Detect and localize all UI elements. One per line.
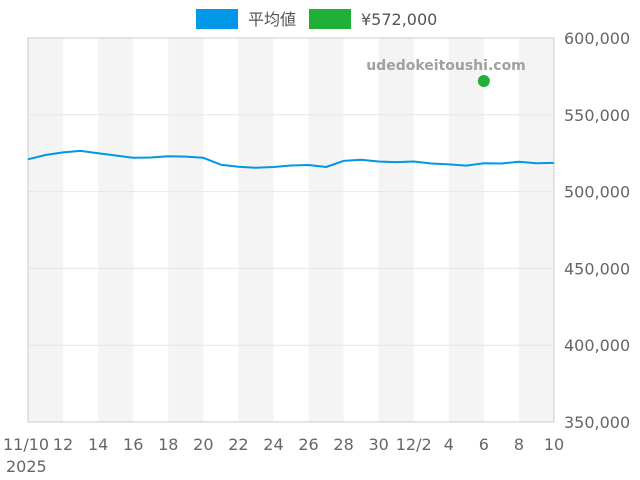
legend[interactable]: 平均値 ¥572,000 bbox=[196, 9, 437, 29]
band bbox=[238, 38, 274, 422]
band bbox=[168, 38, 204, 422]
x-tick-label: 12 bbox=[53, 435, 73, 454]
plot-border bbox=[27, 37, 555, 423]
x-axis-ticks: 11/10 12 14 16 18 20 22 24 26 28 30 12/2 4 6 8 10 bbox=[3, 435, 564, 454]
band bbox=[518, 38, 554, 422]
data-point-price bbox=[477, 75, 490, 88]
x-tick-label: 14 bbox=[88, 435, 108, 454]
x-tick-label: 30 bbox=[368, 435, 388, 454]
series-layer bbox=[27, 75, 555, 169]
y-tick-label: 550,000 bbox=[564, 106, 630, 125]
y-tick-label: 350,000 bbox=[564, 413, 630, 432]
band bbox=[308, 38, 344, 422]
x-tick-label: 8 bbox=[514, 435, 524, 454]
x-tick-label: 26 bbox=[298, 435, 318, 454]
x-tick-label: 16 bbox=[123, 435, 143, 454]
y-tick-label: 400,000 bbox=[564, 336, 630, 355]
band bbox=[378, 38, 414, 422]
legend-label-price: ¥572,000 bbox=[361, 10, 437, 29]
y-tick-label: 450,000 bbox=[564, 259, 630, 278]
y-tick-label: 600,000 bbox=[564, 29, 630, 48]
y-axis-ticks: 350,000 400,000 450,000 500,000 550,000 600,0… bbox=[564, 29, 630, 432]
x-tick-label: 22 bbox=[228, 435, 248, 454]
x-tick-label: 12/2 bbox=[396, 435, 432, 454]
legend-label-average: 平均値 bbox=[248, 10, 296, 29]
x-tick-label: 20 bbox=[193, 435, 213, 454]
x-tick-label: 4 bbox=[444, 435, 454, 454]
band bbox=[28, 38, 64, 422]
alternating-bands bbox=[28, 38, 554, 422]
plot-frame bbox=[27, 37, 555, 423]
legend-swatch-average bbox=[196, 9, 238, 29]
x-tick-label: 10 bbox=[544, 435, 564, 454]
watermark: udedokeitoushi.com bbox=[366, 58, 526, 74]
legend-swatch-price bbox=[309, 9, 351, 29]
x-tick-label: 24 bbox=[263, 435, 283, 454]
x-tick-label: 11/10 bbox=[3, 435, 49, 454]
series-line-average bbox=[27, 149, 555, 169]
x-tick-label: 6 bbox=[479, 435, 489, 454]
y-tick-label: 500,000 bbox=[564, 183, 630, 202]
x-year-label: 2025 bbox=[6, 457, 47, 476]
band bbox=[98, 38, 134, 422]
x-tick-label: 18 bbox=[158, 435, 178, 454]
band bbox=[448, 38, 484, 422]
x-tick-label: 28 bbox=[333, 435, 353, 454]
